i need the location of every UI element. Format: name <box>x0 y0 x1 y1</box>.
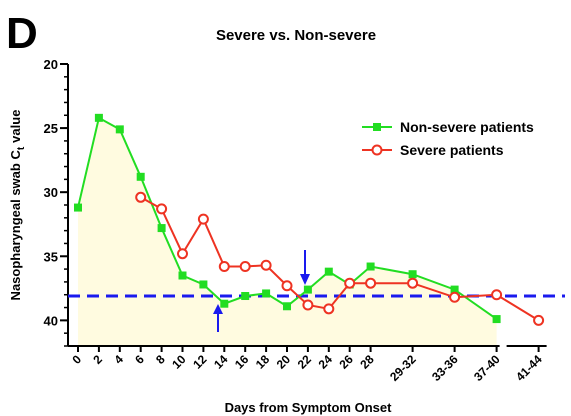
marker <box>366 262 375 271</box>
x-tick-label: 24 <box>316 352 336 372</box>
marker <box>449 291 461 303</box>
marker <box>407 277 419 289</box>
marker <box>281 280 293 292</box>
x-tick-label: 4 <box>111 352 126 367</box>
x-tick-label: 26 <box>336 352 356 372</box>
marker <box>324 267 333 276</box>
legend-label: Non-severe patients <box>400 119 534 135</box>
marker <box>262 289 271 298</box>
area-fill <box>78 117 497 346</box>
x-tick-label: 0 <box>69 352 84 367</box>
marker <box>115 125 124 134</box>
x-tick-label: 29-32 <box>387 352 419 384</box>
marker <box>197 213 209 225</box>
marker <box>323 303 335 315</box>
x-tick-label: 18 <box>253 352 273 372</box>
series-line <box>140 196 540 322</box>
chart-title: Severe vs. Non-severe <box>216 27 376 44</box>
x-tick-label: 16 <box>232 352 252 372</box>
marker <box>283 302 291 311</box>
marker <box>408 270 417 279</box>
marker <box>156 203 168 215</box>
legend-label: Severe patients <box>400 142 504 158</box>
y-tick-label: 40 <box>44 313 58 328</box>
x-tick-label: 14 <box>211 352 231 372</box>
y-tick-label: 20 <box>44 57 58 72</box>
arrow-head <box>213 304 223 314</box>
arrow-head <box>300 274 310 285</box>
marker <box>135 191 147 203</box>
x-tick-label: 20 <box>274 352 294 372</box>
marker <box>491 289 503 301</box>
x-tick-label: 8 <box>153 352 168 367</box>
y-tick-label: 30 <box>44 185 58 200</box>
x-tick-label: 2 <box>90 352 105 367</box>
marker <box>178 271 187 280</box>
marker <box>94 113 103 122</box>
x-tick-label: 22 <box>295 352 315 372</box>
y-tick-label: 35 <box>44 249 58 264</box>
x-tick-label: 28 <box>357 352 377 372</box>
marker <box>260 259 272 271</box>
marker <box>74 203 82 212</box>
marker <box>450 285 459 294</box>
marker <box>533 314 545 326</box>
legend-marker <box>371 144 383 156</box>
x-tick-label: 37-40 <box>471 352 503 384</box>
marker <box>136 172 145 181</box>
y-tick-label: 25 <box>44 121 58 136</box>
x-tick-label: 33-36 <box>429 352 461 384</box>
marker <box>218 261 230 273</box>
marker <box>302 299 314 311</box>
marker <box>199 280 208 289</box>
series-line <box>77 116 498 320</box>
legend-marker <box>373 123 381 131</box>
marker <box>303 285 312 294</box>
marker <box>157 224 166 233</box>
marker <box>177 248 188 260</box>
y-axis-label: Nasopharyngeal swab Ctvalue <box>8 110 27 301</box>
marker <box>492 315 501 324</box>
x-tick-label: 6 <box>132 352 147 367</box>
x-axis-label: Days from Symptom Onset <box>225 400 393 415</box>
x-tick-label: 10 <box>169 352 189 372</box>
marker <box>365 277 377 289</box>
marker <box>344 277 356 289</box>
marker <box>239 261 251 273</box>
x-tick-label: 41-44 <box>513 352 545 384</box>
panel-label: D <box>6 9 38 58</box>
marker <box>241 292 250 301</box>
x-tick-label: 12 <box>190 352 210 372</box>
marker <box>220 299 229 308</box>
